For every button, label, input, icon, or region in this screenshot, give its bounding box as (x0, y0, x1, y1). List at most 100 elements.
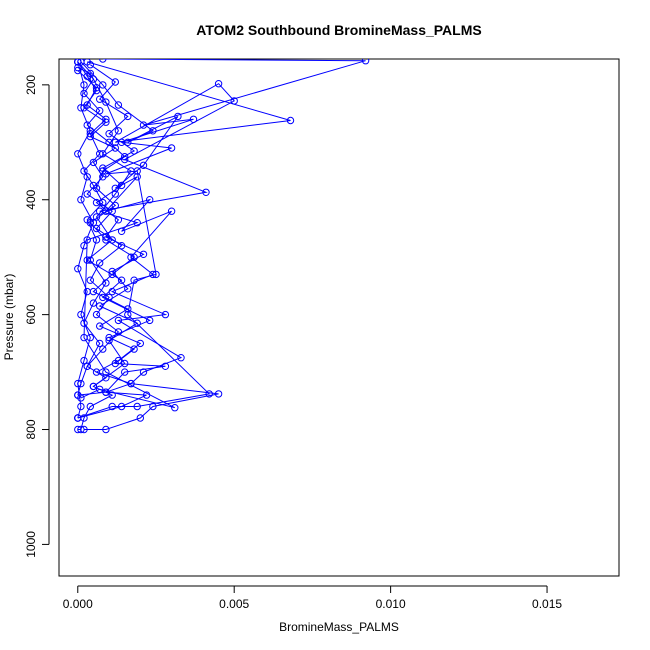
data-point (108, 402, 116, 411)
data-point (102, 115, 110, 124)
series-4 (77, 59, 295, 412)
plot-frame (58, 58, 620, 577)
data-point (86, 333, 95, 342)
data-point (130, 147, 138, 155)
series-line (77, 70, 107, 396)
data-point (80, 89, 88, 98)
data-point (96, 259, 104, 267)
data-point (74, 150, 82, 158)
data-point (102, 98, 110, 106)
series-line (80, 61, 219, 430)
data-point (74, 265, 82, 273)
data-point (171, 404, 179, 412)
data-point (108, 236, 116, 244)
data-point (161, 362, 170, 370)
series-line (77, 61, 94, 419)
data-point (230, 97, 238, 105)
data-point (92, 310, 101, 319)
data-point (80, 425, 88, 434)
data-point (96, 302, 104, 310)
data-point (177, 354, 185, 362)
data-point (161, 310, 170, 319)
x-axis-label: BromineMass_PALMS (279, 620, 399, 634)
data-point (86, 276, 95, 284)
data-point (102, 425, 110, 434)
data-point (92, 236, 101, 244)
data-point (133, 319, 141, 327)
data-point (136, 414, 145, 422)
data-point (74, 379, 82, 388)
data-point (92, 224, 101, 233)
data-point (214, 390, 223, 398)
series-line (90, 64, 145, 387)
data-point (121, 368, 129, 376)
data-point (202, 188, 210, 197)
series-line (77, 59, 366, 419)
data-point (117, 138, 126, 147)
data-point (96, 339, 104, 348)
data-point (83, 256, 91, 264)
data-point (77, 104, 85, 112)
data-point (86, 69, 95, 78)
data-point (127, 167, 135, 175)
data-point (189, 115, 198, 124)
y-tick-label: 400 (24, 189, 38, 209)
data-point (124, 310, 132, 319)
data-point (89, 219, 98, 227)
data-point (117, 181, 126, 190)
data-point (99, 81, 107, 89)
data-point (214, 80, 223, 88)
data-point (99, 293, 107, 302)
y-tick-label: 1000 (24, 531, 38, 558)
data-point (86, 402, 95, 411)
data-point (77, 310, 85, 319)
data-point (89, 158, 98, 167)
y-axis: 200 400 600 800 1000 (24, 75, 50, 558)
chart-title: ATOM2 Southbound BromineMass_PALMS (196, 22, 481, 38)
data-point (74, 59, 82, 66)
data-point (114, 127, 123, 135)
data-point (133, 219, 141, 227)
y-tick-label: 600 (24, 304, 38, 324)
data-point (83, 216, 91, 224)
data-point (74, 391, 82, 399)
data-point (96, 107, 104, 115)
y-tick-label: 200 (24, 75, 38, 95)
data-point (96, 207, 104, 215)
data-point (111, 359, 120, 368)
data-point (139, 368, 148, 376)
data-point (99, 164, 107, 172)
series-line (80, 61, 291, 409)
data-point (92, 198, 101, 207)
data-point (92, 368, 101, 376)
data-point (167, 207, 176, 215)
data-point (99, 150, 107, 158)
data-point (124, 112, 132, 121)
data-point (74, 414, 82, 422)
data-point (105, 130, 113, 138)
data-point (96, 95, 104, 103)
data-point (111, 190, 120, 198)
series-6 (74, 66, 110, 399)
data-point (80, 242, 88, 250)
data-point (102, 368, 110, 376)
data-point (83, 287, 91, 296)
data-point (130, 345, 138, 353)
data-point (124, 285, 132, 293)
data-point (102, 279, 110, 287)
data-point (89, 181, 98, 190)
data-point (139, 250, 148, 259)
data-point (83, 173, 91, 181)
data-point (146, 316, 154, 325)
data-point (117, 276, 126, 284)
data-point (80, 319, 88, 327)
data-point (83, 362, 91, 370)
data-point (205, 390, 213, 398)
data-point (114, 316, 123, 325)
data-point (83, 101, 91, 109)
data-point (139, 121, 148, 129)
data-point (111, 78, 120, 86)
data-point (74, 63, 82, 72)
data-point (89, 382, 98, 391)
